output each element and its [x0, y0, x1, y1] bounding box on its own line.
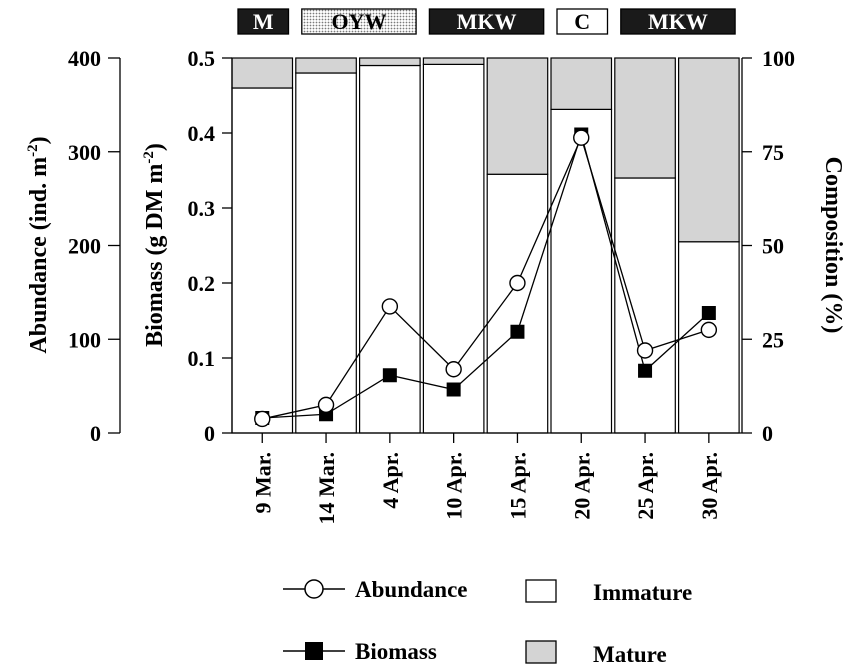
bar-mature-3 [422, 57, 485, 65]
period-band-1 [301, 8, 417, 35]
legend-abundance-marker [304, 579, 324, 599]
x-tick-label-5: 20 Apr. [569, 452, 594, 520]
legend-mature: Mature [525, 640, 667, 666]
abundance-tick-label: 300 [68, 140, 101, 165]
abundance-tick-label: 200 [68, 234, 101, 259]
bar-immature-5 [550, 108, 613, 434]
axes: 0 100 200 300 400 0 0.1 0.2 0.3 0.4 0.5 0 25 50 75 100 [68, 46, 795, 446]
x-tick-label-4: 15 Apr. [505, 452, 530, 520]
bar-mature-7 [677, 57, 740, 243]
abundance-point-4 [509, 274, 526, 292]
legend-immature: Immature [525, 579, 692, 605]
composition-tick-label: 100 [762, 46, 795, 71]
legend-biomass-label: Biomass [355, 639, 437, 664]
abundance-axis-label: Abundance (ind. m-2) [25, 136, 52, 353]
period-band-label-1: OYW [331, 9, 386, 34]
bar-immature-4 [486, 173, 549, 434]
period-bands: M OYW MKW C MKW [237, 8, 736, 35]
abundance-point-3 [445, 361, 462, 378]
x-tick-label-3: 10 Apr. [442, 452, 467, 520]
legend: Abundance Biomass Immature Mature [283, 577, 692, 666]
legend-immature-swatch [525, 579, 557, 603]
biomass-tick-label: 0.5 [188, 46, 216, 71]
x-tick-label-0: 9 Mar. [250, 452, 275, 514]
legend-abundance-label: Abundance [355, 577, 467, 602]
abundance-point-6 [636, 342, 654, 359]
bar-mature-4 [486, 57, 549, 175]
abundance-point-0 [254, 410, 271, 428]
bar-mature-6 [614, 57, 676, 179]
legend-abundance: Abundance [283, 577, 467, 602]
abundance-tick-label: 400 [68, 46, 101, 71]
x-tick-labels: 9 Mar. 14 Mar. 4 Apr. 10 Apr. 15 Apr. 20 Apr.… [250, 452, 722, 525]
biomass-point-3 [446, 382, 461, 397]
bar-immature-0 [231, 87, 294, 434]
biomass-line [262, 132, 710, 419]
period-band-label-3: C [574, 9, 590, 34]
biomass-tick-label: 0.2 [188, 271, 216, 296]
legend-mature-swatch [525, 640, 557, 664]
biomass-point-6 [638, 363, 653, 378]
bar-mature-5 [550, 57, 613, 110]
abundance-point-2 [381, 298, 399, 315]
biomass-point-4 [510, 324, 525, 339]
legend-mature-label: Mature [593, 642, 667, 666]
period-band-label-4: MKW [648, 9, 708, 34]
abundance-tick-label: 0 [90, 421, 101, 446]
biomass-point-2 [382, 368, 397, 383]
composition-axis-label: Composition (%) [820, 157, 845, 334]
composition-bars [231, 57, 740, 434]
biomass-tick-label: 0.1 [188, 346, 216, 371]
composition-tick-label: 25 [762, 327, 784, 352]
biomass-tick-label: 0 [204, 421, 215, 446]
period-band-label-2: MKW [457, 9, 517, 34]
composition-tick-label: 0 [762, 421, 773, 446]
x-tick-label-2: 4 Apr. [378, 452, 403, 509]
abundance-point-7 [700, 321, 718, 339]
x-tick-label-7: 30 Apr. [697, 452, 722, 520]
period-band-0 [237, 8, 290, 35]
composition-tick-label: 75 [762, 140, 784, 165]
legend-biomass-marker [305, 642, 323, 660]
abundance-tick-label: 100 [68, 327, 101, 352]
period-band-label-0: M [253, 9, 274, 34]
composition-tick-label: 50 [762, 234, 784, 259]
bar-immature-6 [614, 177, 676, 434]
x-tick-label-1: 14 Mar. [314, 452, 339, 525]
period-band-4 [620, 8, 736, 35]
period-band-3 [556, 8, 609, 35]
period-band-2 [428, 8, 545, 35]
bar-immature-1 [295, 72, 357, 434]
biomass-tick-label: 0.4 [188, 121, 216, 146]
abundance-point-5 [573, 129, 590, 146]
x-tick-label-6: 25 Apr. [633, 452, 658, 520]
bar-mature-2 [359, 57, 421, 67]
abundance-line [262, 135, 710, 420]
bar-mature-1 [295, 57, 357, 74]
biomass-point-7 [701, 306, 716, 320]
biomass-tick-label: 0.3 [188, 196, 216, 221]
abundance-point-1 [317, 396, 335, 414]
legend-biomass: Biomass [283, 639, 437, 664]
legend-immature-label: Immature [593, 580, 692, 605]
biomass-axis-label: Biomass (g DM m-2) [141, 143, 168, 347]
bar-immature-3 [422, 63, 485, 434]
bar-mature-0 [231, 57, 294, 89]
data-lines [254, 127, 718, 428]
